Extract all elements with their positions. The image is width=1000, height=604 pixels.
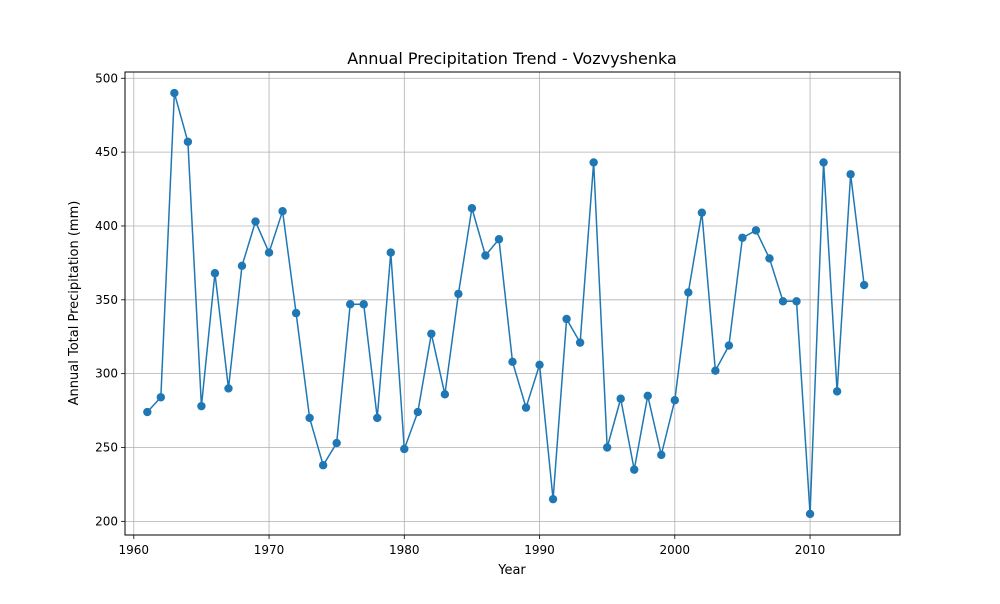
x-axis-label: Year: [497, 563, 526, 578]
y-tick-label: 400: [95, 219, 118, 233]
data-point: [305, 413, 314, 423]
data-point: [765, 254, 774, 263]
data-point: [427, 329, 436, 338]
data-point: [413, 407, 423, 417]
data-point: [778, 297, 788, 306]
data-point: [643, 391, 652, 401]
data-point: [589, 158, 598, 167]
data-point: [224, 384, 233, 393]
y-tick-label: 200: [95, 514, 118, 528]
data-point: [467, 204, 477, 213]
data-point: [332, 438, 341, 448]
data-point: [318, 461, 328, 470]
data-point: [264, 248, 274, 257]
x-tick-label: 1990: [524, 543, 555, 557]
series-line: [146, 92, 865, 515]
data-point: [819, 158, 828, 167]
data-point: [400, 444, 409, 454]
data-point: [373, 413, 382, 423]
data-point: [454, 289, 463, 299]
y-tick-label: 300: [95, 367, 118, 381]
x-tick-label: 1980: [389, 543, 420, 557]
data-point: [386, 248, 395, 257]
data-point: [792, 297, 801, 306]
data-point: [291, 308, 301, 318]
data-point: [602, 443, 612, 452]
data-point: [508, 357, 517, 367]
data-point: [481, 251, 490, 260]
data-point: [156, 393, 166, 402]
x-tick-label: 1970: [254, 543, 285, 557]
data-point: [278, 206, 287, 216]
data-point: [197, 401, 206, 411]
data-point: [832, 387, 842, 396]
tick-layer: 1960 1970 1980 1990 2000 2010 200 250 300 350 400 4…: [95, 71, 825, 557]
data-point: [494, 235, 504, 244]
data-point: [711, 366, 720, 375]
data-point: [251, 217, 260, 226]
y-tick-label: 250: [95, 440, 118, 454]
y-axis-label: Annual Total Precipitation (mm): [67, 201, 82, 406]
x-tick-label: 2010: [795, 543, 826, 557]
data-point: [697, 208, 707, 217]
data-point: [846, 170, 855, 179]
data-point: [805, 509, 815, 519]
data-point: [440, 390, 450, 399]
data-point: [630, 465, 639, 474]
data-point: [170, 88, 179, 98]
data-point: [183, 137, 193, 146]
series-layer: [143, 88, 869, 519]
plot-area-frame: [124, 71, 901, 536]
data-point: [535, 360, 544, 369]
data-point: [143, 407, 152, 417]
data-point: [724, 341, 734, 350]
data-point: [237, 261, 247, 271]
x-tick-label: 2000: [660, 543, 691, 557]
data-point: [345, 300, 355, 309]
data-point: [616, 394, 625, 403]
y-tick-label: 500: [95, 71, 118, 85]
x-tick-label: 1960: [119, 543, 150, 557]
data-point: [859, 280, 869, 290]
data-point: [751, 226, 761, 235]
data-point: [562, 314, 571, 324]
data-point: [548, 494, 558, 504]
data-point: [684, 288, 693, 297]
data-point: [738, 233, 747, 242]
y-tick-label: 450: [95, 145, 118, 159]
data-point: [657, 450, 666, 460]
data-point: [575, 338, 585, 347]
data-point: [359, 300, 368, 309]
chart-title: Annual Precipitation Trend - Vozvyshenka: [347, 49, 677, 68]
data-point: [210, 269, 220, 278]
data-point: [670, 396, 680, 405]
y-tick-label: 350: [95, 293, 118, 307]
data-point: [521, 403, 531, 412]
